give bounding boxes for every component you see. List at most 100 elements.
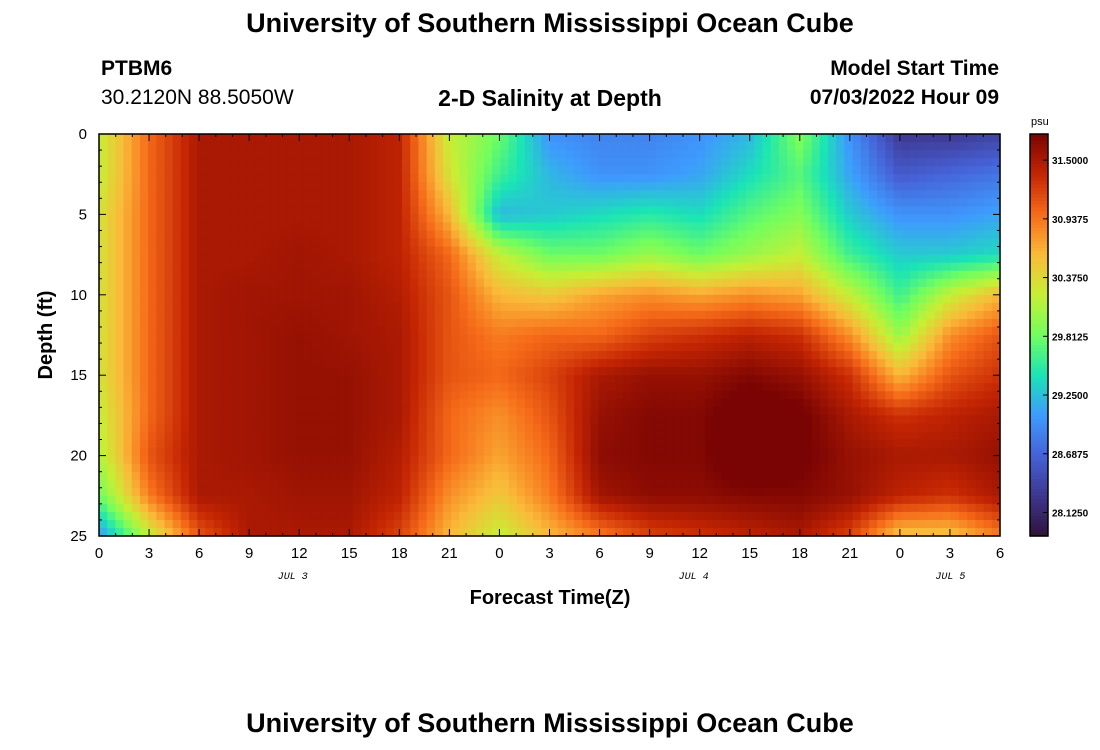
heatmap-cell [172,447,182,457]
heatmap-cell [295,487,305,497]
heatmap-cell [533,230,542,240]
heatmap-cell [197,294,207,304]
heatmap-cell [361,415,370,425]
heatmap-cell [655,463,665,473]
heatmap-cell [500,318,510,328]
heatmap-cell [271,198,280,207]
heatmap-cell [721,479,731,489]
heatmap-cell [492,134,501,143]
heatmap-cell [221,238,231,248]
heatmap-cell [729,326,739,336]
heatmap-cell [565,439,575,449]
heatmap-cell [254,335,264,344]
heatmap-cell [385,431,395,441]
heatmap-cell [615,278,624,288]
heatmap-cell [721,415,731,425]
heatmap-cell [844,471,854,481]
heatmap-cell [836,310,845,320]
heatmap-cell [320,423,329,433]
heatmap-cell [762,343,772,352]
heatmap-cell [303,351,313,360]
heatmap-cell [860,519,870,529]
heatmap-cell [508,335,518,344]
heatmap-cell [238,511,248,521]
heatmap-cell [885,399,895,408]
heatmap-cell [557,343,567,352]
heatmap-cell [885,471,895,481]
heatmap-cell [369,511,379,521]
heatmap-cell [746,415,755,425]
heatmap-cell [221,214,231,224]
heatmap-cell [877,278,886,288]
heatmap-cell [590,439,600,449]
heatmap-cell [827,439,837,449]
heatmap-cell [565,359,575,368]
heatmap-cell [639,262,649,272]
heatmap-cell [230,262,239,272]
heatmap-cell [156,391,166,400]
heatmap-cell [508,359,518,368]
heatmap-cell [434,310,444,320]
heatmap-cell [385,351,395,360]
heatmap-cell [139,351,149,360]
heatmap-cell [287,150,297,159]
heatmap-cell [680,415,690,425]
heatmap-cell [655,407,665,416]
heatmap-cell [131,182,141,191]
heatmap-cell [320,351,329,360]
heatmap-cell [402,150,411,159]
heatmap-cell [459,182,469,191]
heatmap-cell [156,375,166,384]
heatmap-cell [352,407,362,416]
heatmap-cell [172,383,182,392]
heatmap-cell [696,238,706,248]
heatmap-cell [443,262,452,272]
heatmap-cell [287,367,297,376]
heatmap-cell [672,399,682,408]
heatmap-cell [647,343,657,352]
heatmap-cell [123,150,133,159]
heatmap-cell [565,351,575,360]
heatmap-cell [271,351,280,360]
heatmap-cell [582,495,592,505]
heatmap-cell [721,318,731,328]
heatmap-cell [737,351,747,360]
heatmap-cell [197,439,207,449]
heatmap-cell [197,407,207,416]
heatmap-cell [369,302,379,312]
heatmap-cell [352,375,362,384]
heatmap-cell [418,383,428,392]
heatmap-cell [877,383,886,392]
heatmap-cell [680,463,690,473]
heatmap-cell [631,150,641,159]
heatmap-cell [524,439,534,449]
heatmap-cell [271,318,280,328]
heatmap-cell [631,166,641,175]
heatmap-cell [655,495,665,505]
heatmap-cell [434,423,444,433]
heatmap-cell [492,254,501,264]
heatmap-cell [590,487,600,497]
heatmap-cell [459,174,469,183]
heatmap-cell [115,190,125,199]
heatmap-cell [901,182,911,191]
heatmap-cell [860,230,870,240]
heatmap-cell [696,246,706,256]
heatmap-cell [615,375,624,384]
heatmap-cell [385,182,395,191]
heatmap-cell [557,519,567,529]
heatmap-cell [164,455,174,465]
heatmap-cell [402,479,411,489]
heatmap-cell [230,335,239,344]
heatmap-cell [311,383,321,392]
heatmap-cell [451,222,460,232]
heatmap-cell [393,527,403,537]
heatmap-cell [492,310,501,320]
heatmap-cell [549,150,559,159]
heatmap-cell [402,318,411,328]
heatmap-cell [705,222,714,232]
heatmap-cell [885,415,895,425]
heatmap-cell [639,503,649,513]
heatmap-cell [827,407,837,416]
heatmap-cell [189,407,198,416]
